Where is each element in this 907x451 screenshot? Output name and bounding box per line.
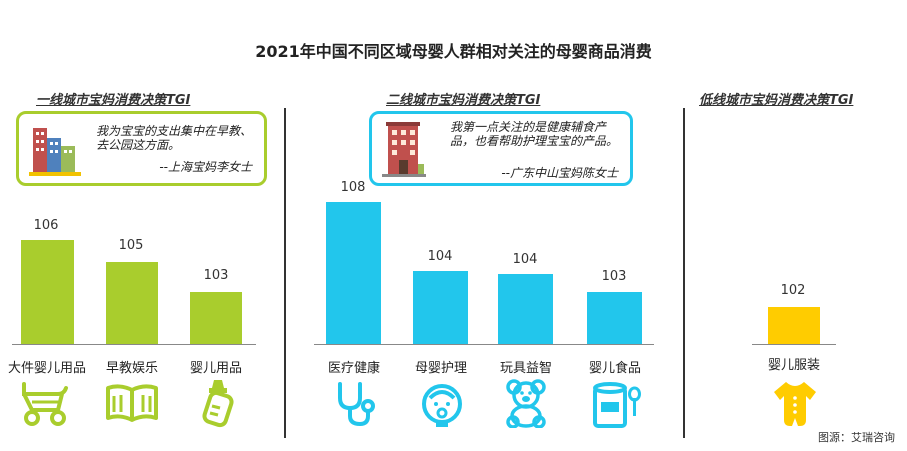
x-axis <box>12 344 256 345</box>
category-label: 婴儿服装 <box>767 358 820 373</box>
value-label: 106 <box>33 218 59 233</box>
baby-face-icon <box>422 384 462 427</box>
value-label: 103 <box>601 269 627 284</box>
value-label: 103 <box>203 268 229 283</box>
bar-玩具益智 <box>498 274 553 344</box>
bar-婴儿用品 <box>190 292 242 344</box>
formula-can-icon <box>593 382 641 428</box>
value-label: 104 <box>512 252 538 267</box>
value-label: 104 <box>427 249 453 264</box>
quote-text: 我为宝宝的支出集中在早教、去公园这方面。 <box>96 124 253 152</box>
section-title-tier2: 二线城市宝妈消费决策TGI <box>386 93 541 108</box>
bar-婴儿食品 <box>587 292 642 344</box>
book-icon <box>106 384 158 422</box>
stroller-icon <box>22 382 68 426</box>
quote-box-tier1: 我为宝宝的支出集中在早教、去公园这方面。 --上海宝妈李女士 <box>16 111 267 186</box>
value-label: 102 <box>780 283 806 298</box>
category-label: 大件婴儿用品 <box>7 361 86 376</box>
building-icon <box>382 122 426 177</box>
source-note: 图源：艾瑞咨询 <box>818 431 895 444</box>
stethoscope-icon <box>338 382 375 427</box>
value-label: 105 <box>118 238 144 253</box>
teddy-bear-icon <box>506 379 546 428</box>
bar-母婴护理 <box>413 271 468 344</box>
value-label: 108 <box>340 180 366 195</box>
category-label: 婴儿用品 <box>189 361 242 376</box>
category-label: 早教娱乐 <box>105 361 158 376</box>
bar-早教娱乐 <box>106 262 158 344</box>
bar-婴儿服装 <box>768 307 820 344</box>
section-title-tier1: 一线城市宝妈消费决策TGI <box>36 93 191 108</box>
baby-bottle-icon <box>202 380 234 428</box>
quote-signature: --广东中山宝妈陈女士 <box>501 166 618 180</box>
category-label: 婴儿食品 <box>588 361 641 376</box>
quote-signature: --上海宝妈李女士 <box>159 160 252 174</box>
category-label: 母婴护理 <box>414 361 467 376</box>
x-axis <box>314 344 654 345</box>
x-axis <box>752 344 836 345</box>
baby-onesie-icon <box>774 382 816 426</box>
section-divider <box>683 108 685 438</box>
bar-医疗健康 <box>326 202 381 344</box>
section-title-tier3: 低线城市宝妈消费决策TGI <box>699 93 854 108</box>
quote-text: 我第一点关注的是健康辅食产品，也看帮助护理宝宝的产品。 <box>450 120 619 148</box>
category-label: 玩具益智 <box>499 361 552 376</box>
quote-box-tier2: 我第一点关注的是健康辅食产品，也看帮助护理宝宝的产品。 --广东中山宝妈陈女士 <box>369 111 633 186</box>
city-buildings-icon <box>29 128 81 176</box>
section-divider <box>284 108 286 438</box>
bar-大件婴儿用品 <box>21 240 74 344</box>
chart-title: 2021年中国不同区域母婴人群相对关注的母婴商品消费 <box>255 42 652 61</box>
category-label: 医疗健康 <box>327 361 380 376</box>
